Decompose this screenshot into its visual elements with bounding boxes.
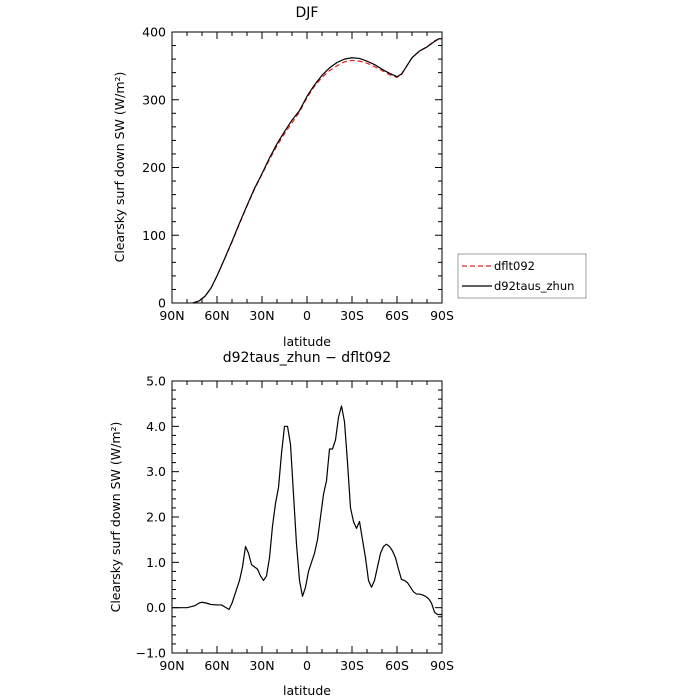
x-tick-label: 90S	[430, 658, 454, 673]
legend-label-d92taus-zhun: d92taus_zhun	[494, 279, 574, 293]
x-tick-label: 0	[303, 658, 311, 673]
bottom-panel: d92taus_zhun − dflt092 90N 60N 30N 0 30S 60S 9…	[108, 350, 454, 698]
bottom-y-axis-label: Clearsky surf down SW (W/m²)	[108, 422, 123, 613]
bottom-plot-frame	[171, 380, 443, 654]
bottom-chart-title: d92taus_zhun − dflt092	[223, 350, 391, 366]
series-line-difference	[172, 405, 442, 616]
legend: dflt092 d92taus_zhun	[457, 253, 587, 299]
y-tick-label: 100	[142, 228, 166, 243]
y-tick-label: −1.0	[136, 646, 166, 661]
top-panel: DJF 90N 60N 30N 0 30S 60S 90S 0 100 200 300 400 la…	[112, 5, 587, 349]
x-tick-label: 30S	[340, 658, 364, 673]
y-tick-label: 2.0	[146, 510, 166, 525]
top-y-axis: 0 100 200 300 400	[142, 25, 442, 311]
bottom-x-axis: 90N 60N 30N 0 30S 60S 90S	[159, 381, 454, 673]
top-y-axis-label: Clearsky surf down SW (W/m²)	[112, 72, 127, 263]
y-tick-label: 300	[142, 92, 166, 107]
x-tick-label: 60S	[385, 308, 409, 323]
y-tick-label: 5.0	[146, 374, 166, 389]
top-x-axis: 90N 60N 30N 0 30S 60S 90S	[159, 32, 454, 323]
y-tick-label: 200	[142, 160, 166, 175]
bottom-y-axis: −1.0 0.0 1.0 2.0 3.0 4.0 5.0	[136, 374, 442, 661]
top-series-group	[192, 38, 442, 304]
y-tick-label: 4.0	[146, 419, 166, 434]
top-x-axis-label: latitude	[283, 334, 331, 349]
top-chart-title: DJF	[296, 5, 319, 21]
y-tick-label: 3.0	[146, 464, 166, 479]
bottom-x-axis-label: latitude	[283, 683, 331, 698]
series-line-dflt092	[192, 38, 442, 304]
x-tick-label: 90S	[430, 308, 454, 323]
legend-label-dflt092: dflt092	[494, 259, 535, 273]
y-tick-label: 0.0	[146, 600, 166, 615]
bottom-series-group	[172, 405, 442, 616]
y-tick-label: 1.0	[146, 555, 166, 570]
x-tick-label: 90N	[159, 658, 184, 673]
x-tick-label: 30N	[249, 308, 274, 323]
top-plot-frame	[171, 31, 443, 304]
x-tick-label: 30S	[340, 308, 364, 323]
y-tick-label: 400	[142, 25, 166, 40]
legend-box	[457, 253, 587, 299]
x-tick-label: 30N	[249, 658, 274, 673]
x-tick-label: 60N	[204, 308, 229, 323]
x-tick-label: 60N	[204, 658, 229, 673]
x-tick-label: 60S	[385, 658, 409, 673]
x-tick-label: 90N	[159, 308, 184, 323]
x-tick-label: 0	[303, 308, 311, 323]
y-tick-label: 0	[158, 296, 166, 311]
series-line-d92taus-zhun	[192, 38, 442, 304]
